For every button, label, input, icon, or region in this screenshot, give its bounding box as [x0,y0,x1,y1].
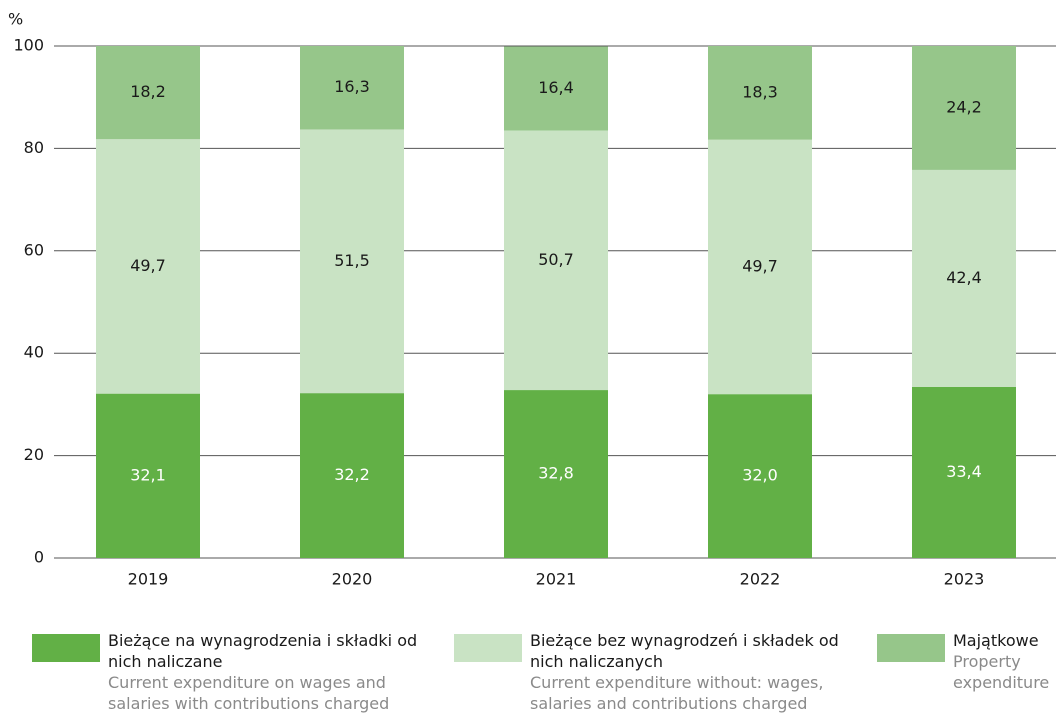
value-label: 49,7 [130,256,166,275]
legend-swatch [32,634,100,662]
bar-segment [96,139,200,394]
legend-text: Majątkowe Property expenditure [953,630,1056,693]
value-label: 32,2 [334,465,370,484]
bar-segment [912,46,1016,170]
bar-segment [96,393,200,558]
bar-segment [708,394,812,558]
x-tick-label: 2019 [128,570,169,589]
value-label: 16,3 [334,77,370,96]
y-tick-label: 0 [34,548,44,567]
x-tick-label: 2023 [944,570,985,589]
bar-segment [300,46,404,130]
legend-name: Bieżące na wynagrodzenia i składki od ni… [108,631,418,671]
bar-segment [504,46,608,131]
x-tick-label: 2020 [332,570,373,589]
value-label: 49,7 [742,256,778,275]
legend-name: Bieżące bez wynagrodzeń i składek od nic… [530,631,839,671]
value-label: 50,7 [538,250,574,269]
legend-item: Bieżące na wynagrodzenia i składki od ni… [32,630,418,714]
y-tick-label: 100 [13,36,44,55]
legend-swatch [454,634,522,662]
bar-segment [912,386,1016,558]
legend-name: Majątkowe [953,631,1039,650]
legend-description: Current expenditure without: wages, sala… [530,673,824,713]
bar-segment [708,46,812,140]
bar-segment [504,390,608,558]
value-label: 24,2 [946,97,982,116]
bar-segment [300,393,404,558]
bar-segment [300,129,404,394]
legend-description: Current expenditure on wages and salarie… [108,673,390,713]
value-label: 42,4 [946,268,982,287]
legend-description: Property expenditure [953,652,1050,692]
y-tick-label: 80 [24,138,44,157]
value-label: 16,4 [538,78,574,97]
legend-text: Bieżące na wynagrodzenia i składki od ni… [108,630,418,714]
legend-text: Bieżące bez wynagrodzeń i składek od nic… [530,630,850,714]
chart: % 0 20 40 60 80 100 32,1 49,7 18,2 2019 32,2 51,5 16… [8,10,1056,589]
legend-item: Majątkowe Property expenditure [877,630,1056,693]
value-label: 32,0 [742,466,778,485]
y-tick-label: 40 [24,343,44,362]
legend-item: Bieżące bez wynagrodzeń i składek od nic… [454,630,850,714]
legend-swatch [877,634,945,662]
y-tick-label: 60 [24,240,44,259]
x-tick-label: 2022 [740,570,781,589]
bar-segment [708,139,812,395]
value-label: 32,8 [538,464,574,483]
value-label: 18,3 [742,82,778,101]
value-label: 18,2 [130,82,166,101]
value-label: 51,5 [334,251,370,270]
y-axis-label: % [8,10,23,29]
bar-segment [912,169,1016,387]
bar-segment [504,130,608,391]
value-label: 32,1 [130,465,166,484]
value-label: 33,4 [946,462,982,481]
x-tick-label: 2021 [536,570,577,589]
bar-segment [96,46,200,140]
y-tick-label: 20 [24,445,44,464]
